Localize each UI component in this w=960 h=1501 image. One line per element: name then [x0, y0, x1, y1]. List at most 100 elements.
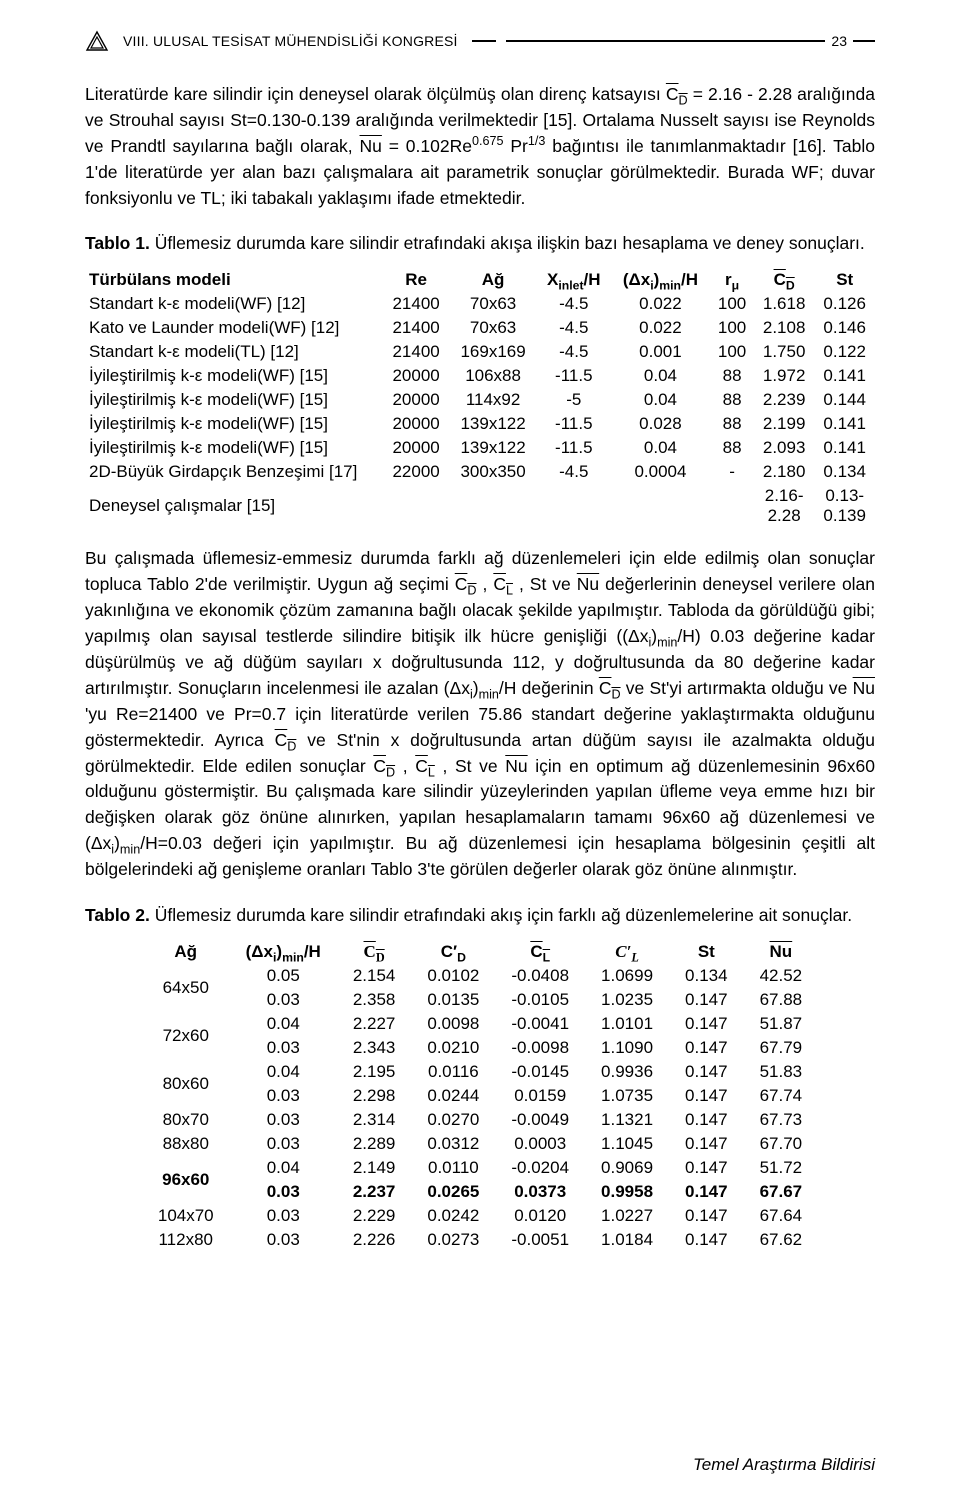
table-cell: 1.972 — [754, 364, 815, 388]
table-cell: 70x63 — [449, 316, 537, 340]
table-cell: 2.239 — [754, 388, 815, 412]
table-cell: 0.0210 — [411, 1036, 495, 1060]
table-cell: 0.147 — [669, 1204, 744, 1228]
cd-sub2: D — [786, 279, 795, 293]
table-cell: 1.1321 — [585, 1108, 669, 1132]
table-cell: İyileştirilmiş k-ε modeli(WF) [15] — [85, 436, 383, 460]
table-row: Standart k-ε modeli(WF) [12]2140070x63-4… — [85, 292, 875, 316]
exp2: 1/3 — [528, 134, 546, 148]
table-cell: Deneysel çalışmalar [15] — [85, 484, 383, 528]
table-cell: 0.0244 — [411, 1084, 495, 1108]
table-cell: 2.289 — [337, 1132, 412, 1156]
p1-c: = 0.102Re — [382, 136, 472, 156]
cd-s5: D — [386, 765, 395, 779]
col-st: St — [814, 268, 875, 292]
cd-l4: C — [275, 730, 288, 750]
table-cell: 2.343 — [337, 1036, 412, 1060]
table-cell: 0.04 — [611, 388, 711, 412]
p2-e3: /H değerinin — [499, 678, 599, 698]
cd-l3: C — [599, 678, 612, 698]
table-cell: 20000 — [383, 412, 449, 436]
table-row: 0.032.3580.0135-0.01051.02350.14767.88 — [142, 988, 818, 1012]
table2: Ağ (Δxi)min/H CD C′D CL C′L St Nu — [142, 940, 818, 1252]
table-cell: 0.0159 — [495, 1084, 585, 1108]
table-cell: 139x122 — [449, 412, 537, 436]
table-cell: -0.0051 — [495, 1228, 585, 1252]
table-cell: 0.0273 — [411, 1228, 495, 1252]
p2-c: , St ve — [513, 574, 577, 594]
table2-wrap: Ağ (Δxi)min/H CD C′D CL C′L St Nu — [85, 940, 875, 1252]
t2-col-dx: (Δxi)min/H — [230, 940, 337, 964]
table-row: 0.032.2370.02650.03730.99580.14767.67 — [142, 1180, 818, 1204]
table-cell: 0.134 — [814, 460, 875, 484]
table-cell: -11.5 — [537, 412, 611, 436]
table-cell: 2.358 — [337, 988, 412, 1012]
table-cell: -4.5 — [537, 340, 611, 364]
table-cell: -0.0145 — [495, 1060, 585, 1084]
table1-header-row: Türbülans modeli Re Ağ Xinlet/H (Δxi)min… — [85, 268, 875, 292]
table-row: İyileştirilmiş k-ε modeli(WF) [15]200001… — [85, 388, 875, 412]
table-row: 96x600.042.1490.0110-0.02040.90690.14751… — [142, 1156, 818, 1180]
table-cell: 0.03 — [230, 1108, 337, 1132]
table-cell: 0.13-0.139 — [814, 484, 875, 528]
table-cell: 0.03 — [230, 1180, 337, 1204]
table-cell: 0.9069 — [585, 1156, 669, 1180]
table-cell: 2.195 — [337, 1060, 412, 1084]
table-cell: 1.0184 — [585, 1228, 669, 1252]
table-cell: 88 — [710, 412, 754, 436]
t2-col-ag: Ağ — [142, 940, 230, 964]
table-cell — [710, 484, 754, 528]
table-cell: -11.5 — [537, 364, 611, 388]
table-cell: 0.001 — [611, 340, 711, 364]
xinlet-sub: inlet — [558, 279, 583, 293]
table-cell: 51.87 — [744, 1012, 819, 1036]
footer-text: Temel Araştırma Bildirisi — [693, 1455, 875, 1475]
table-cell: 88 — [710, 388, 754, 412]
rmu-a: r — [725, 270, 732, 289]
col-model: Türbülans modeli — [85, 268, 383, 292]
p2-j: , St ve — [435, 756, 505, 776]
table-cell: 20000 — [383, 436, 449, 460]
table-cell: 72x60 — [142, 1012, 230, 1060]
t2-col-cdp: C′D — [411, 940, 495, 964]
cl-l2: C — [415, 756, 428, 776]
table-cell: 0.141 — [814, 364, 875, 388]
t2-col-clp: C′L — [585, 940, 669, 964]
table-cell: 2.180 — [754, 460, 815, 484]
table-cell: 139x122 — [449, 436, 537, 460]
t2-col-cl: CL — [495, 940, 585, 964]
table-cell: 21400 — [383, 340, 449, 364]
col-dx: (Δxi)min/H — [611, 268, 711, 292]
table1-caption-bold: Tablo 1. — [85, 233, 150, 253]
table-cell: 0.0116 — [411, 1060, 495, 1084]
table-cell: 0.0270 — [411, 1108, 495, 1132]
table-cell: 1.0227 — [585, 1204, 669, 1228]
table-cell: 0.03 — [230, 1228, 337, 1252]
nu2: Nu — [577, 574, 599, 594]
table-cell: -4.5 — [537, 316, 611, 340]
table-cell: İyileştirilmiş k-ε modeli(WF) [15] — [85, 412, 383, 436]
table-cell: 0.03 — [230, 1132, 337, 1156]
table-cell: -0.0098 — [495, 1036, 585, 1060]
page-header: VIII. ULUSAL TESİSAT MÜHENDİSLİĞİ KONGRE… — [85, 30, 875, 52]
table-cell: 100 — [710, 292, 754, 316]
table-cell: 0.03 — [230, 1204, 337, 1228]
col-rmu: rμ — [710, 268, 754, 292]
table1-caption: Tablo 1. Üflemesiz durumda kare silindir… — [85, 233, 875, 254]
table-row: Kato ve Launder modeli(WF) [12]2140070x6… — [85, 316, 875, 340]
table2-caption-bold: Tablo 2. — [85, 905, 150, 925]
table-cell: İyileştirilmiş k-ε modeli(WF) [15] — [85, 364, 383, 388]
cd-sym: CD — [666, 84, 688, 104]
header-rule — [472, 40, 496, 42]
table-cell: 0.0102 — [411, 964, 495, 988]
t2cd-s: D — [376, 950, 385, 964]
table-cell: 0.04 — [230, 1156, 337, 1180]
table-cell: 20000 — [383, 388, 449, 412]
table-cell: 0.9936 — [585, 1060, 669, 1084]
table-cell: 2.226 — [337, 1228, 412, 1252]
p2-f: ve St'yi artırmakta olduğu ve — [621, 678, 853, 698]
table-cell: 67.67 — [744, 1180, 819, 1204]
cl-l: C — [493, 574, 506, 594]
table-cell: 42.52 — [744, 964, 819, 988]
cl-sym2: CL — [415, 756, 435, 776]
